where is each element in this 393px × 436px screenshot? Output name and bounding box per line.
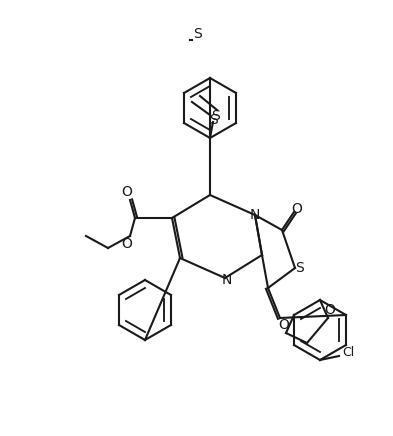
Text: S: S xyxy=(194,27,202,41)
Text: O: O xyxy=(325,303,336,317)
Text: S: S xyxy=(295,261,303,275)
Text: N: N xyxy=(222,273,232,287)
Text: N: N xyxy=(250,208,260,222)
Text: O: O xyxy=(121,237,132,251)
Text: O: O xyxy=(121,185,132,199)
Text: S: S xyxy=(209,113,217,127)
Text: O: O xyxy=(292,202,303,216)
Text: O: O xyxy=(279,318,290,332)
Text: Cl: Cl xyxy=(342,345,354,358)
Text: S: S xyxy=(211,109,220,123)
